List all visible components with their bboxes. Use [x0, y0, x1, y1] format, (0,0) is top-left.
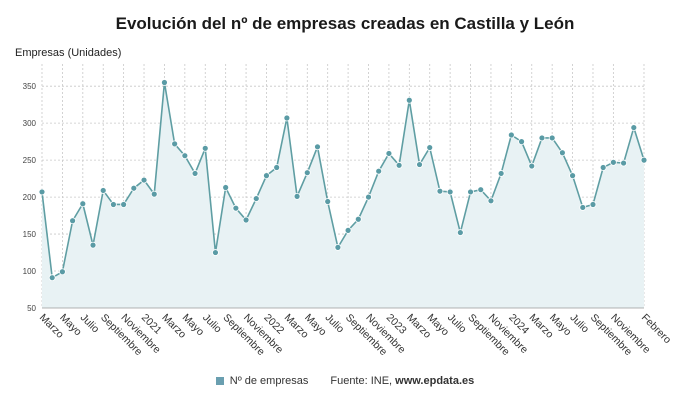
series-area — [42, 82, 644, 308]
data-point — [69, 217, 77, 225]
data-point — [79, 200, 87, 208]
y-tick-labels: 50 100 150 200 250 300 350 — [23, 82, 37, 313]
y-tick-label: 50 — [27, 304, 36, 313]
data-point — [334, 243, 342, 251]
data-point — [558, 149, 566, 157]
data-point — [405, 96, 413, 104]
data-points — [38, 79, 648, 282]
data-point — [507, 131, 515, 139]
y-tick-label: 350 — [23, 82, 37, 91]
data-point — [212, 249, 219, 256]
data-point — [252, 195, 260, 202]
data-point — [385, 150, 393, 157]
chart-title: Evolución del nº de empresas creadas en … — [115, 14, 575, 33]
y-axis-title: Empresas (Unidades) — [15, 47, 122, 59]
data-point — [416, 161, 423, 168]
data-point — [293, 192, 301, 200]
data-point — [446, 188, 454, 196]
data-point — [273, 164, 281, 171]
data-point — [589, 201, 597, 208]
data-point — [201, 144, 209, 152]
data-point — [171, 140, 179, 148]
data-point — [283, 114, 291, 122]
data-point — [375, 167, 383, 175]
data-point — [395, 161, 403, 169]
data-point — [99, 187, 107, 194]
data-point — [569, 172, 576, 180]
data-point — [640, 156, 648, 164]
legend-series-label: Nº de empresas — [229, 375, 309, 387]
data-point — [365, 193, 372, 201]
source-link[interactable]: www.epdata.es — [395, 375, 475, 387]
data-point — [467, 188, 474, 196]
data-point — [620, 159, 627, 167]
source-text: Fuente: INE, — [330, 375, 396, 387]
legend: Nº de empresas Fuente: INE, www.epdata.es — [0, 375, 690, 387]
data-point — [130, 184, 138, 192]
x-tick-labels: MarzoMayoJulioSeptiembreNoviembre2021Mar… — [37, 312, 674, 359]
data-point — [314, 143, 321, 151]
data-point — [140, 176, 148, 184]
data-point — [59, 268, 66, 276]
data-point — [487, 197, 495, 205]
data-point — [477, 186, 485, 194]
data-point — [191, 170, 199, 177]
data-point — [528, 162, 536, 170]
data-point — [344, 226, 352, 234]
data-point — [232, 204, 240, 212]
data-point — [497, 170, 505, 177]
data-point — [263, 172, 270, 180]
data-point — [222, 184, 230, 191]
data-point — [609, 158, 617, 166]
legend-swatch — [215, 377, 224, 386]
y-tick-label: 200 — [23, 193, 37, 202]
data-point — [354, 215, 362, 223]
data-point — [436, 187, 444, 195]
y-tick-label: 300 — [23, 119, 37, 128]
data-point — [426, 144, 434, 151]
data-point — [456, 229, 464, 236]
y-tick-label: 100 — [23, 267, 37, 276]
data-point — [303, 169, 311, 177]
data-point — [89, 241, 97, 249]
data-point — [181, 152, 189, 160]
data-point — [150, 190, 158, 198]
data-point — [110, 201, 117, 208]
data-point — [630, 124, 638, 131]
data-point — [242, 216, 250, 224]
data-point — [548, 134, 556, 142]
data-point — [161, 79, 168, 86]
data-point — [579, 204, 587, 211]
data-point — [120, 201, 128, 208]
data-point — [518, 138, 525, 146]
data-point — [324, 198, 332, 205]
data-point — [599, 164, 607, 171]
y-tick-label: 250 — [23, 156, 37, 165]
data-point — [38, 188, 46, 196]
data-point — [538, 134, 546, 142]
data-point — [48, 274, 56, 282]
y-tick-label: 150 — [23, 230, 37, 239]
